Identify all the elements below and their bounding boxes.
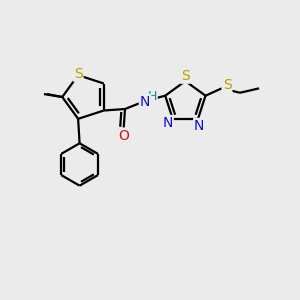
Text: N: N — [140, 95, 150, 109]
Text: S: S — [74, 67, 82, 81]
Text: S: S — [223, 78, 231, 92]
Text: H: H — [147, 90, 157, 103]
Text: S: S — [181, 69, 190, 83]
Text: O: O — [118, 128, 129, 142]
Text: N: N — [194, 119, 205, 133]
Text: N: N — [162, 116, 173, 130]
